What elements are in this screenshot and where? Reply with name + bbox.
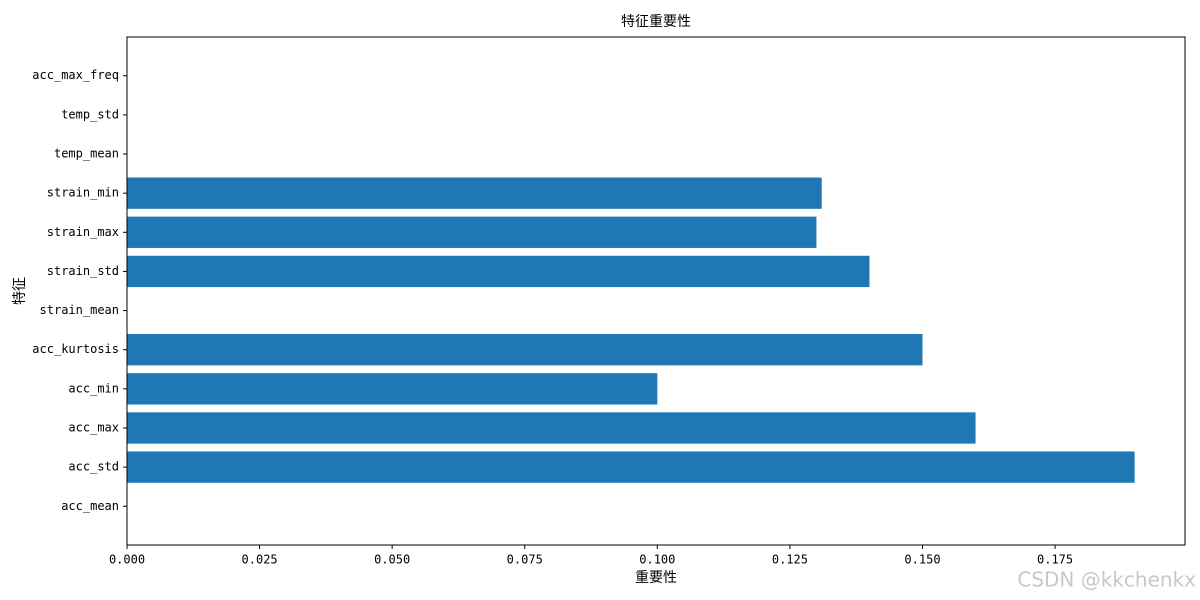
x-tick-label: 0.050	[374, 553, 410, 567]
x-tick-label: 0.150	[904, 553, 940, 567]
x-axis-label: 重要性	[635, 570, 677, 586]
y-axis-label: 特征	[12, 277, 28, 305]
y-tick-label: acc_max_freq	[32, 68, 119, 82]
y-tick-label: temp_std	[61, 107, 119, 121]
x-tick-label: 0.075	[507, 553, 543, 567]
plot-frame	[126, 36, 1186, 546]
x-tick-label: 0.125	[772, 553, 808, 567]
y-tick-label: temp_mean	[54, 147, 119, 161]
x-tick-label: 0.025	[242, 553, 278, 567]
y-tick-label: strain_mean	[40, 303, 119, 317]
bar	[127, 334, 923, 366]
y-tick-label: acc_std	[68, 460, 119, 474]
bar	[127, 412, 976, 444]
y-tick-label: strain_std	[47, 264, 119, 278]
y-tick-label: acc_min	[68, 381, 119, 395]
bar	[127, 451, 1135, 483]
bar	[127, 373, 658, 405]
x-tick-label: 0.175	[1037, 553, 1073, 567]
y-tick-label: acc_max	[68, 420, 119, 434]
y-tick-label: acc_kurtosis	[32, 342, 119, 356]
y-tick-label: acc_mean	[61, 499, 119, 513]
watermark: CSDN @kkchenkx	[1017, 568, 1196, 592]
y-tick-label: strain_min	[47, 186, 119, 200]
x-tick-label: 0.100	[639, 553, 675, 567]
x-tick-label: 0.000	[109, 553, 145, 567]
y-tick-label: strain_max	[47, 225, 119, 239]
bar	[127, 255, 870, 288]
bar	[127, 177, 822, 209]
bar	[127, 216, 817, 248]
chart-title: 特征重要性	[621, 14, 691, 30]
